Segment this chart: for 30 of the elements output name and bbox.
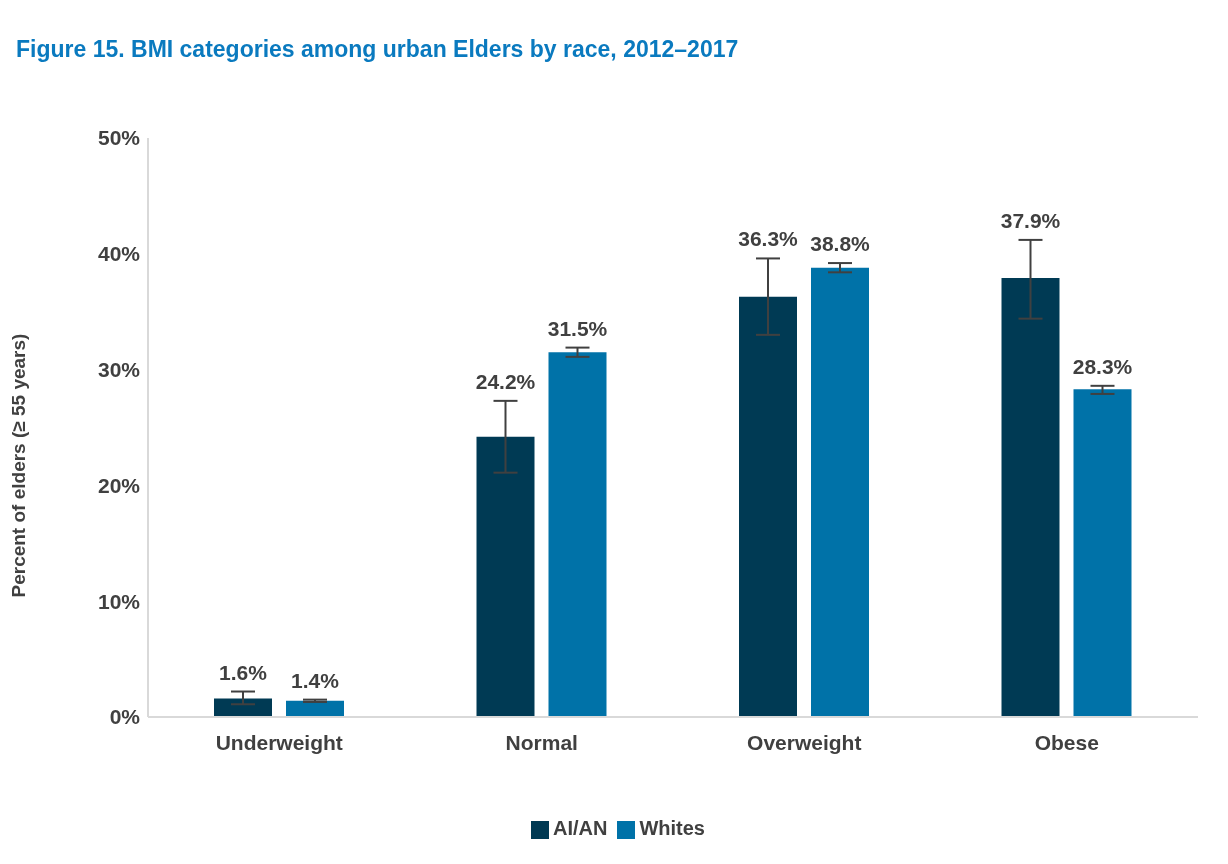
data-label: 1.6% [219, 660, 268, 684]
x-tick-label: Normal [505, 730, 578, 754]
y-tick-label: 50% [97, 126, 141, 150]
bar [286, 700, 344, 717]
y-tick-label: 30% [97, 358, 141, 382]
bar [214, 698, 272, 717]
y-axis-title: Percent of elders (≥ 55 years) [7, 333, 29, 598]
y-tick-label: 0% [109, 705, 141, 729]
data-label: 28.3% [1072, 354, 1133, 378]
data-label: 31.5% [547, 316, 608, 340]
data-label: 38.8% [810, 232, 871, 256]
bar [739, 296, 797, 717]
bar [476, 436, 535, 717]
bar [548, 352, 607, 717]
bar [811, 267, 869, 717]
y-tick-label: 40% [97, 242, 141, 266]
x-tick-label: Obese [1034, 730, 1099, 754]
data-label: 36.3% [738, 227, 799, 251]
data-label: 24.2% [475, 369, 536, 393]
y-tick-label: 10% [97, 589, 141, 613]
x-tick-label: Overweight [747, 730, 862, 754]
chart-title: Figure 15. BMI categories among urban Elders by race, 2012–2017 [16, 36, 739, 63]
data-label: 37.9% [1000, 208, 1061, 232]
y-tick-label: 20% [97, 473, 141, 497]
bar [1001, 278, 1060, 717]
data-label: 1.4% [291, 668, 340, 692]
legend-label: Whites [639, 817, 705, 839]
bar [1073, 389, 1132, 717]
legend-label: AI/AN [552, 817, 608, 839]
x-tick-label: Underweight [215, 730, 343, 754]
